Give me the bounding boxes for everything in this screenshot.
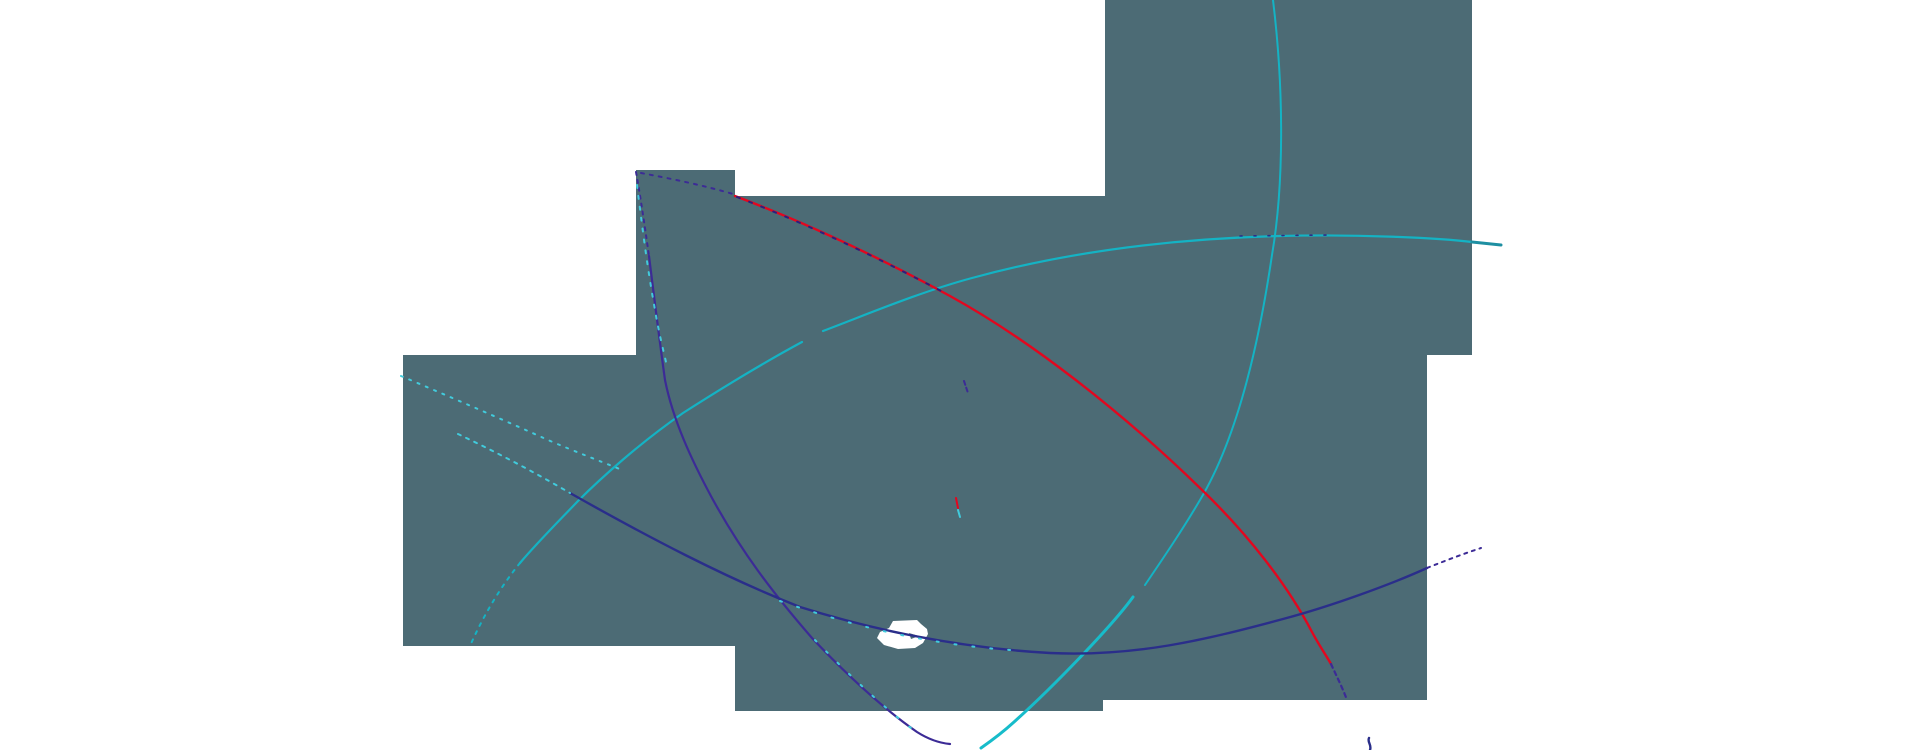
navy-orbit-tail-dashed bbox=[1426, 547, 1482, 569]
cyan-flecks-on-violet-lower bbox=[814, 639, 916, 732]
violet-steep-orbit bbox=[647, 254, 952, 746]
isolated-dash-lower-red bbox=[955, 497, 959, 509]
viewport-block-left bbox=[403, 355, 636, 646]
isolated-dash-lower-cyan bbox=[957, 509, 961, 518]
cyan-orbit-a-upper bbox=[1144, 0, 1283, 586]
dark-dashes-on-red bbox=[736, 196, 946, 294]
violet-dashes-top-edge bbox=[640, 172, 734, 195]
cyan-orbit-b-dotted-end bbox=[469, 562, 521, 647]
navy-orbit-dashed-approach bbox=[457, 433, 571, 494]
dark-dashes-on-cyan-b bbox=[1239, 234, 1331, 237]
viewport-block-upper-left bbox=[636, 170, 735, 646]
isolated-dash-upper bbox=[963, 380, 969, 394]
cyan-orbit-a-lower bbox=[979, 595, 1135, 750]
navy-wide-orbit bbox=[568, 491, 1429, 655]
red-trajectory-dashed-end bbox=[1329, 662, 1349, 702]
cyan-orbit-b-main bbox=[821, 234, 1474, 333]
cyan-orbit-b-tail-on-white bbox=[1470, 240, 1503, 247]
cyan-orbit-b-mid bbox=[518, 340, 804, 565]
bottom-edge-tick bbox=[1367, 736, 1372, 750]
violet-steep-orbit-dashed-top bbox=[635, 171, 650, 257]
